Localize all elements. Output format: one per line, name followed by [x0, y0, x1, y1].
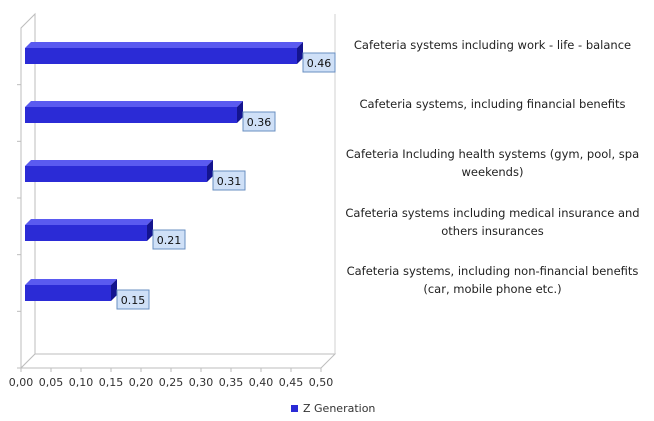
legend: Z Generation [291, 402, 375, 415]
data-labels-group: 0.46 0.36 0.31 0.21 0.15 [116, 52, 336, 310]
bar-front [25, 285, 111, 301]
category-label: Cafeteria Including health systems (gym,… [345, 147, 640, 179]
bar-end [147, 219, 153, 241]
bar-top [25, 279, 117, 285]
data-label: 0.15 [121, 294, 146, 307]
bar-front [25, 166, 207, 182]
bar-end [297, 42, 303, 64]
bar [25, 219, 153, 241]
x-tick-label: 0,20 [129, 376, 154, 389]
x-tick-label: 0,45 [279, 376, 304, 389]
data-label-box [302, 52, 336, 73]
data-label-box [242, 111, 276, 132]
category-label: Cafeteria systems, including non-financi… [346, 264, 639, 296]
data-label: 0.21 [157, 234, 182, 247]
category-label: Cafeteria systems, including financial b… [359, 97, 626, 111]
data-label: 0.31 [217, 175, 242, 188]
bar-top [25, 42, 303, 48]
legend-swatch [291, 405, 298, 412]
category-label: Cafeteria systems including medical insu… [345, 206, 640, 238]
bar [25, 279, 117, 301]
x-tick-label: 0,50 [309, 376, 334, 389]
x-tick-label: 0,10 [69, 376, 94, 389]
bar-front [25, 225, 147, 241]
floor [19, 353, 337, 369]
bars-group [25, 42, 303, 301]
x-tick-label: 0,00 [9, 376, 34, 389]
bar [25, 42, 303, 64]
data-label-box [116, 289, 150, 310]
x-tick-label: 0,30 [189, 376, 214, 389]
legend-label: Z Generation [303, 402, 376, 415]
bar [25, 101, 243, 123]
category-label: Cafeteria systems including work - life … [353, 38, 632, 52]
x-tick-label: 0,05 [39, 376, 64, 389]
bar-top [25, 160, 213, 166]
bar-front [25, 48, 297, 64]
x-tick-label: 0,15 [99, 376, 124, 389]
x-tick-labels-group: 0,00 0,05 0,10 0,15 0,20 0,25 0,30 0,35 0,40 0,45… [9, 376, 334, 389]
x-tick-label: 0,35 [219, 376, 244, 389]
bar-end [237, 101, 243, 123]
data-label: 0.36 [247, 116, 272, 129]
x-tick-label: 0,40 [249, 376, 274, 389]
data-label-box [152, 229, 186, 250]
bar-end [111, 279, 117, 301]
data-label: 0.46 [307, 57, 332, 70]
bar-top [25, 101, 243, 107]
chart-walls [17, 12, 337, 372]
bar [25, 160, 213, 182]
bar-top [25, 219, 153, 225]
data-label-box [212, 170, 246, 191]
bar-end [207, 160, 213, 182]
x-tick-label: 0,25 [159, 376, 184, 389]
left-wall [20, 12, 36, 370]
bar-front [25, 107, 237, 123]
